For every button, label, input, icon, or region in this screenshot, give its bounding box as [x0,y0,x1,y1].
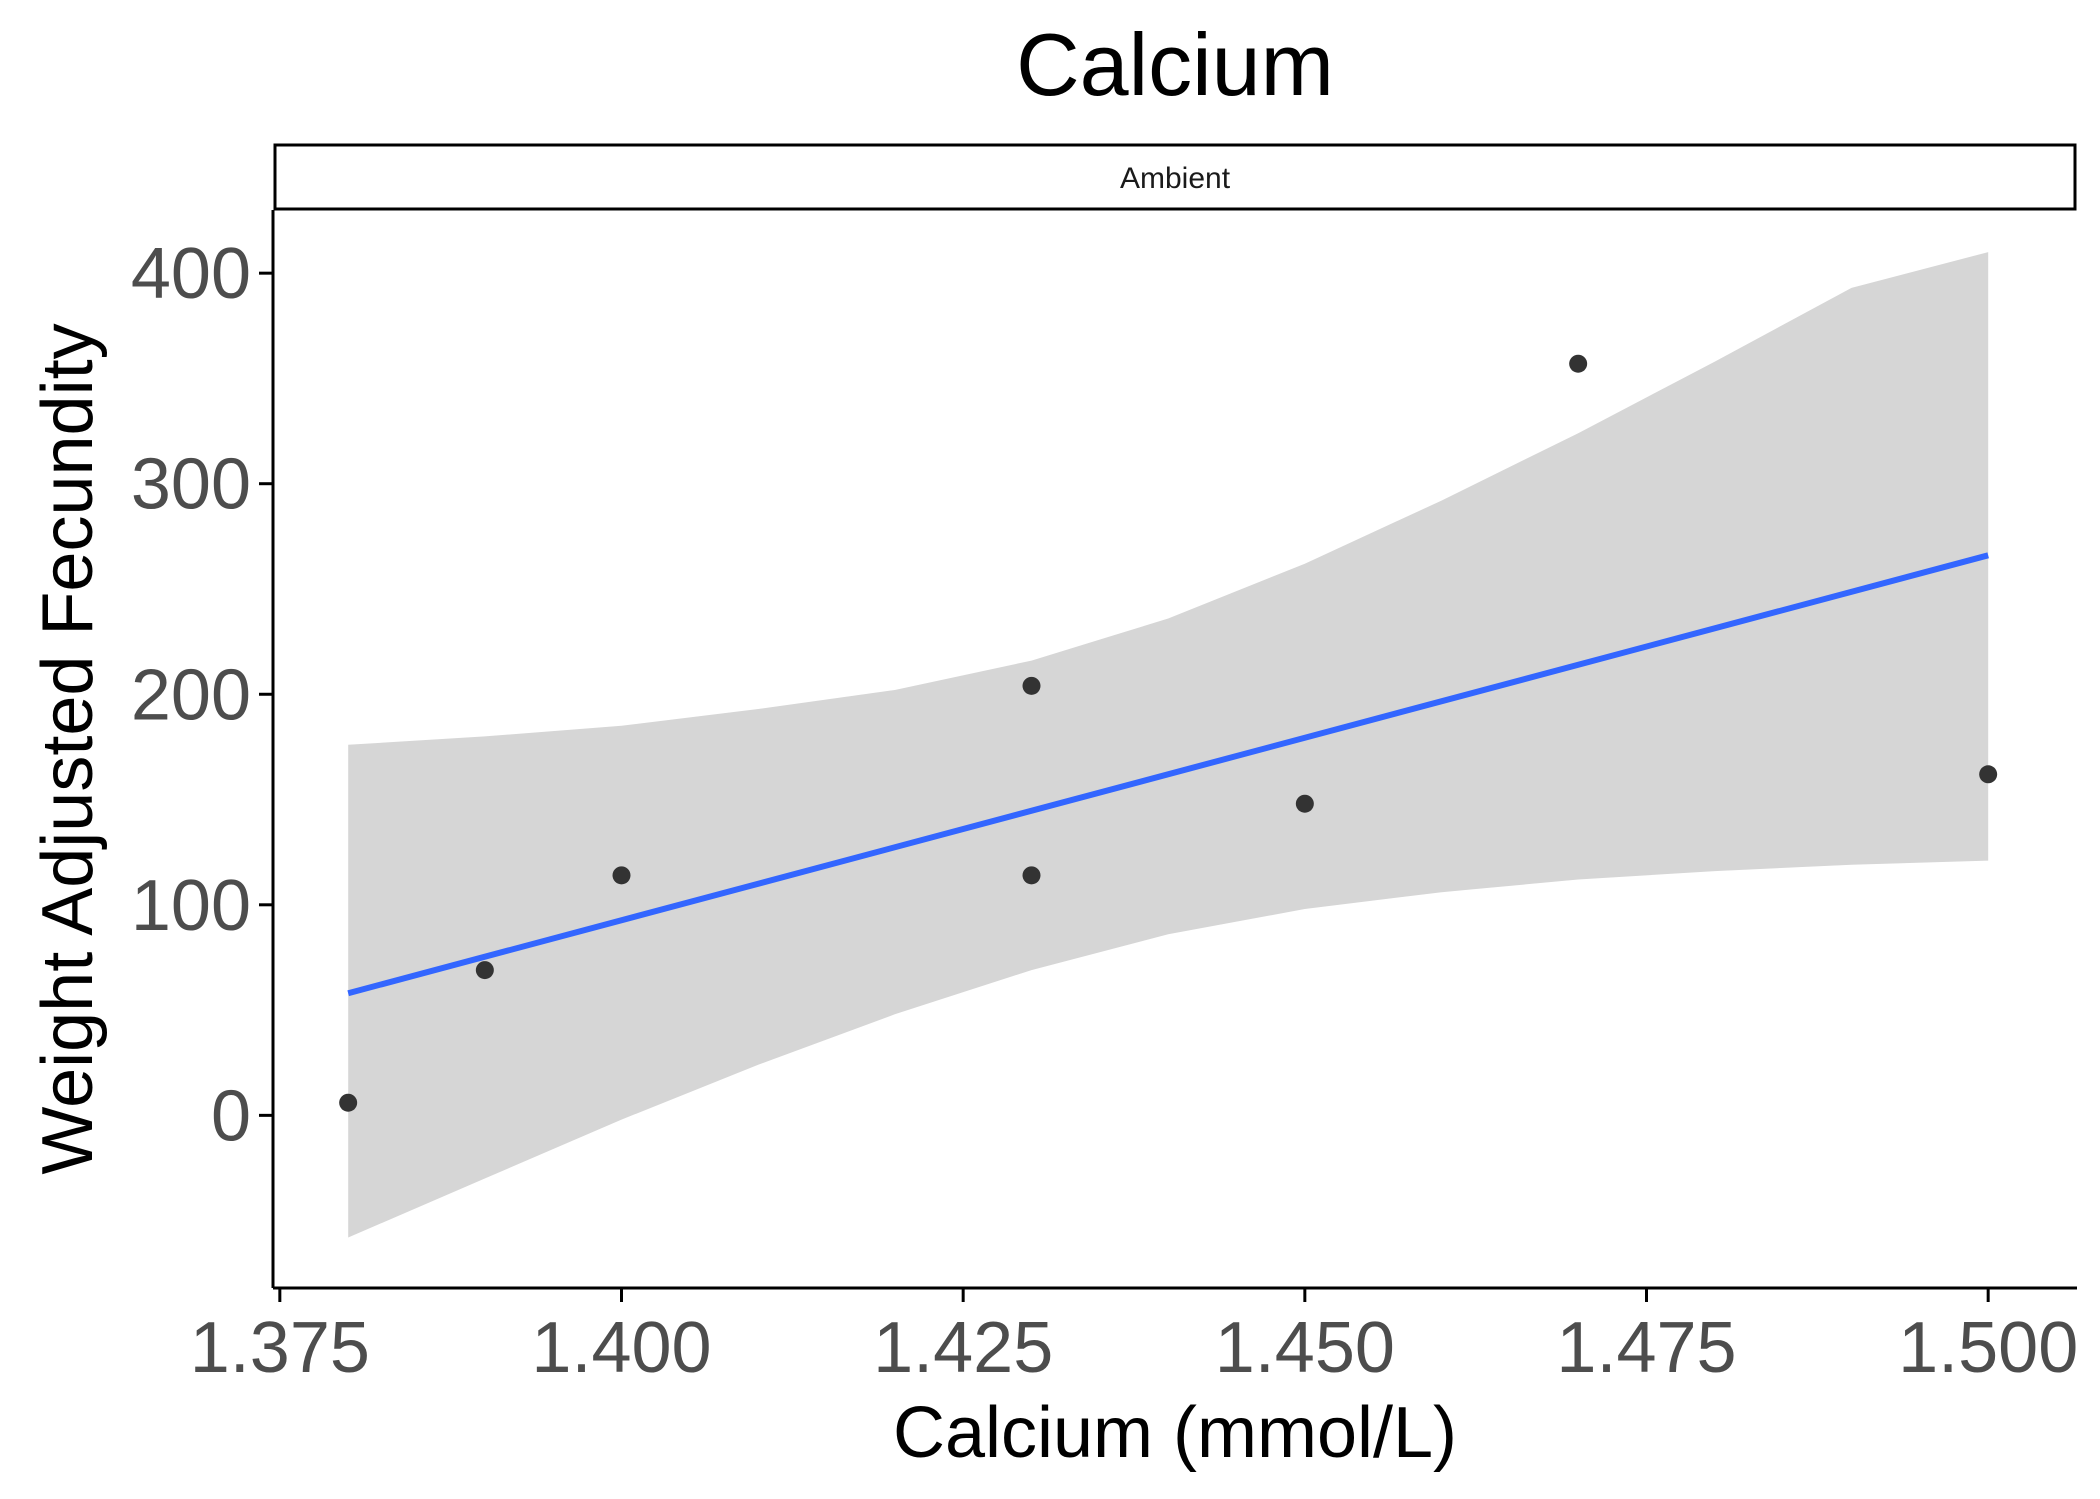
data-point [612,866,631,885]
y-tick-label: 400 [131,234,251,314]
x-axis-title: Calcium (mmol/L) [893,1393,1457,1473]
data-point [1569,354,1588,373]
confidence-band [348,252,1989,1238]
data-point [475,961,494,980]
x-tick-label: 1.500 [1898,1308,2078,1388]
facet-strip: Ambient [273,143,2077,211]
y-axis-ticks: 0 100 200 300 400 [131,234,273,1156]
facet-strip-label: Ambient [1120,162,1231,195]
x-tick-label: 1.425 [873,1308,1053,1388]
y-tick-label: 200 [131,655,251,735]
x-axis-ticks: 1.375 1.400 1.425 1.450 1.475 1.500 [190,1288,2078,1388]
data-point [1295,794,1314,813]
x-tick-label: 1.375 [190,1308,370,1388]
confidence-band-layer [348,252,1989,1238]
y-axis-title: Weight Adjusted Fecundity [28,323,108,1174]
fit-line-layer [347,552,1989,997]
chart-title: Calcium [1016,15,1334,114]
regression-line [347,552,1989,997]
x-tick-label: 1.400 [531,1308,711,1388]
data-point [1022,676,1041,695]
data-point [1979,765,1998,784]
axes [271,210,2077,1290]
y-tick-label: 0 [211,1076,251,1156]
data-points-layer [339,354,1998,1112]
facet-strip-box [273,143,2077,211]
data-point [339,1093,358,1112]
x-tick-label: 1.450 [1215,1308,1395,1388]
y-tick-label: 300 [131,445,251,525]
x-tick-label: 1.475 [1556,1308,1736,1388]
y-tick-label: 100 [131,866,251,946]
data-point [1022,866,1041,885]
